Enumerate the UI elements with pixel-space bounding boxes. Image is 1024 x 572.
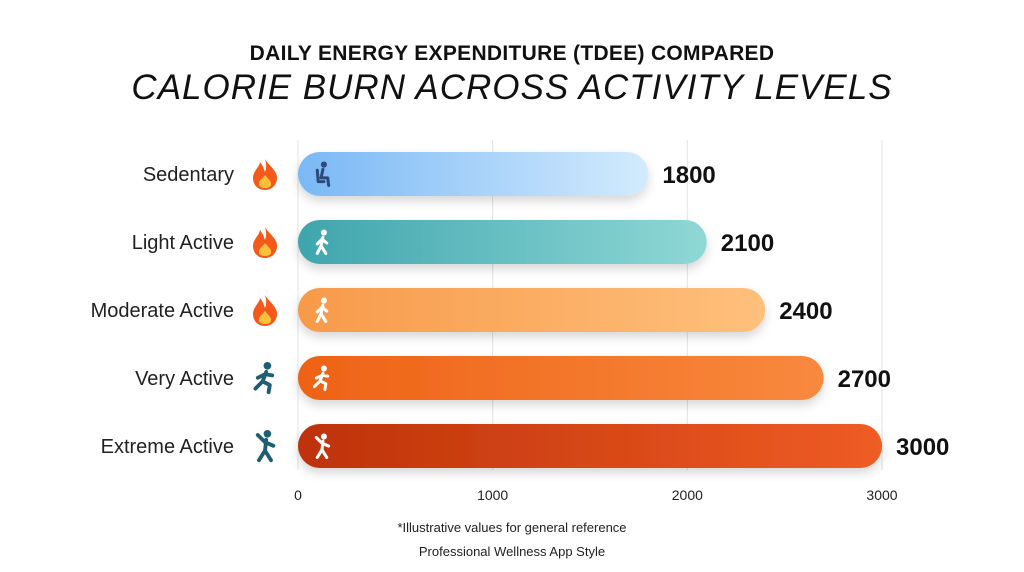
walking-person-icon xyxy=(315,229,329,255)
fire-icon xyxy=(253,227,278,258)
category-label: Light Active xyxy=(132,232,234,254)
x-tick-label: 1000 xyxy=(477,487,508,503)
bars: 1800 2100 2400 2700 3000 xyxy=(298,152,949,468)
bar-very-active xyxy=(298,356,824,400)
dancer-icon xyxy=(255,429,276,463)
value-label: 1800 xyxy=(662,162,715,189)
running-person-icon xyxy=(312,365,330,391)
seated-person-icon xyxy=(315,161,331,187)
value-label: 3000 xyxy=(896,434,949,461)
byline: Professional Wellness App Style xyxy=(418,544,606,559)
x-tick-label: 0 xyxy=(294,487,302,503)
bar-sedentary xyxy=(298,152,649,196)
runner-icon xyxy=(253,361,275,395)
fire-icon xyxy=(253,159,278,190)
value-label: 2700 xyxy=(838,366,891,393)
chart-subtitle: CALORIE BURN ACROSS ACTIVITY LEVELS xyxy=(131,68,893,107)
walking-person-icon xyxy=(315,297,329,323)
x-tick-label: 3000 xyxy=(866,487,897,503)
bar-moderate-active xyxy=(298,288,766,332)
category-label: Extreme Active xyxy=(101,436,234,458)
value-label: 2100 xyxy=(721,230,774,257)
category-label: Sedentary xyxy=(143,164,234,186)
fire-icon xyxy=(253,295,278,326)
x-tick-label: 2000 xyxy=(672,487,703,503)
category-labels: Sedentary Light Active Moderate Active Very… xyxy=(91,159,278,463)
chart-title: DAILY ENERGY EXPENDITURE (TDEE) COMPARED xyxy=(249,42,775,65)
bar-light-active xyxy=(298,220,707,264)
footnote: *Illustrative values for general referen… xyxy=(397,520,627,535)
bar-extreme-active xyxy=(298,424,882,468)
value-label: 2400 xyxy=(779,298,832,325)
category-label: Moderate Active xyxy=(91,300,234,322)
category-label: Very Active xyxy=(135,368,234,390)
x-axis-ticks: 0 1000 2000 3000 xyxy=(294,487,898,503)
dancing-person-icon xyxy=(314,433,331,459)
